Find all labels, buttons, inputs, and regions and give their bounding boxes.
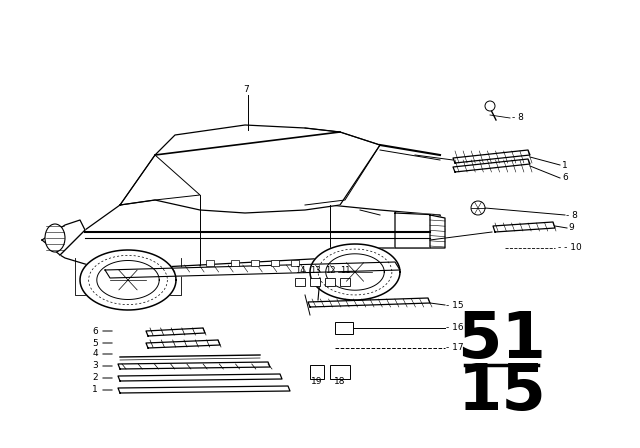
- Text: 6: 6: [562, 173, 568, 182]
- Text: 1: 1: [92, 385, 98, 395]
- FancyBboxPatch shape: [251, 260, 259, 266]
- Text: - 8: - 8: [512, 113, 524, 122]
- Text: 11: 11: [340, 266, 350, 275]
- Text: 4: 4: [92, 349, 98, 358]
- Polygon shape: [60, 195, 445, 270]
- Text: 1: 1: [562, 160, 568, 169]
- Text: 12: 12: [324, 266, 335, 275]
- FancyBboxPatch shape: [231, 260, 239, 266]
- FancyBboxPatch shape: [310, 365, 324, 379]
- Text: 6: 6: [92, 327, 98, 336]
- Text: - 17: - 17: [446, 344, 463, 353]
- FancyBboxPatch shape: [295, 278, 305, 286]
- FancyBboxPatch shape: [340, 278, 350, 286]
- Polygon shape: [395, 213, 445, 248]
- Polygon shape: [308, 298, 430, 307]
- Text: 13: 13: [310, 266, 320, 275]
- FancyBboxPatch shape: [310, 278, 320, 286]
- FancyBboxPatch shape: [206, 260, 214, 266]
- Text: - - 10: - - 10: [558, 244, 582, 253]
- Polygon shape: [118, 386, 290, 393]
- Circle shape: [471, 201, 485, 215]
- Polygon shape: [493, 222, 555, 232]
- Text: 3: 3: [92, 362, 98, 370]
- Polygon shape: [146, 328, 205, 336]
- Polygon shape: [310, 244, 400, 300]
- Ellipse shape: [45, 224, 65, 252]
- Polygon shape: [118, 374, 282, 381]
- Circle shape: [485, 101, 495, 111]
- Polygon shape: [120, 125, 380, 213]
- Text: - 16: - 16: [446, 323, 463, 332]
- Text: - 8: - 8: [566, 211, 578, 220]
- Polygon shape: [105, 262, 400, 278]
- Polygon shape: [80, 250, 176, 310]
- Polygon shape: [42, 220, 85, 255]
- Text: 19: 19: [311, 378, 323, 387]
- Text: 15: 15: [458, 361, 547, 423]
- Text: 9: 9: [568, 224, 573, 233]
- Text: - 15: - 15: [446, 301, 463, 310]
- Polygon shape: [118, 362, 270, 369]
- Text: 7: 7: [243, 86, 249, 95]
- FancyBboxPatch shape: [271, 260, 279, 266]
- Text: 51: 51: [458, 309, 547, 371]
- Polygon shape: [453, 159, 530, 172]
- Polygon shape: [146, 340, 220, 348]
- Polygon shape: [430, 215, 445, 248]
- Polygon shape: [453, 150, 530, 163]
- FancyBboxPatch shape: [330, 365, 350, 379]
- Text: 5: 5: [92, 339, 98, 348]
- Text: 2: 2: [92, 374, 98, 383]
- FancyBboxPatch shape: [335, 322, 353, 334]
- Text: 18: 18: [334, 378, 346, 387]
- FancyBboxPatch shape: [291, 260, 299, 266]
- FancyBboxPatch shape: [325, 278, 335, 286]
- Text: 14: 14: [295, 266, 305, 275]
